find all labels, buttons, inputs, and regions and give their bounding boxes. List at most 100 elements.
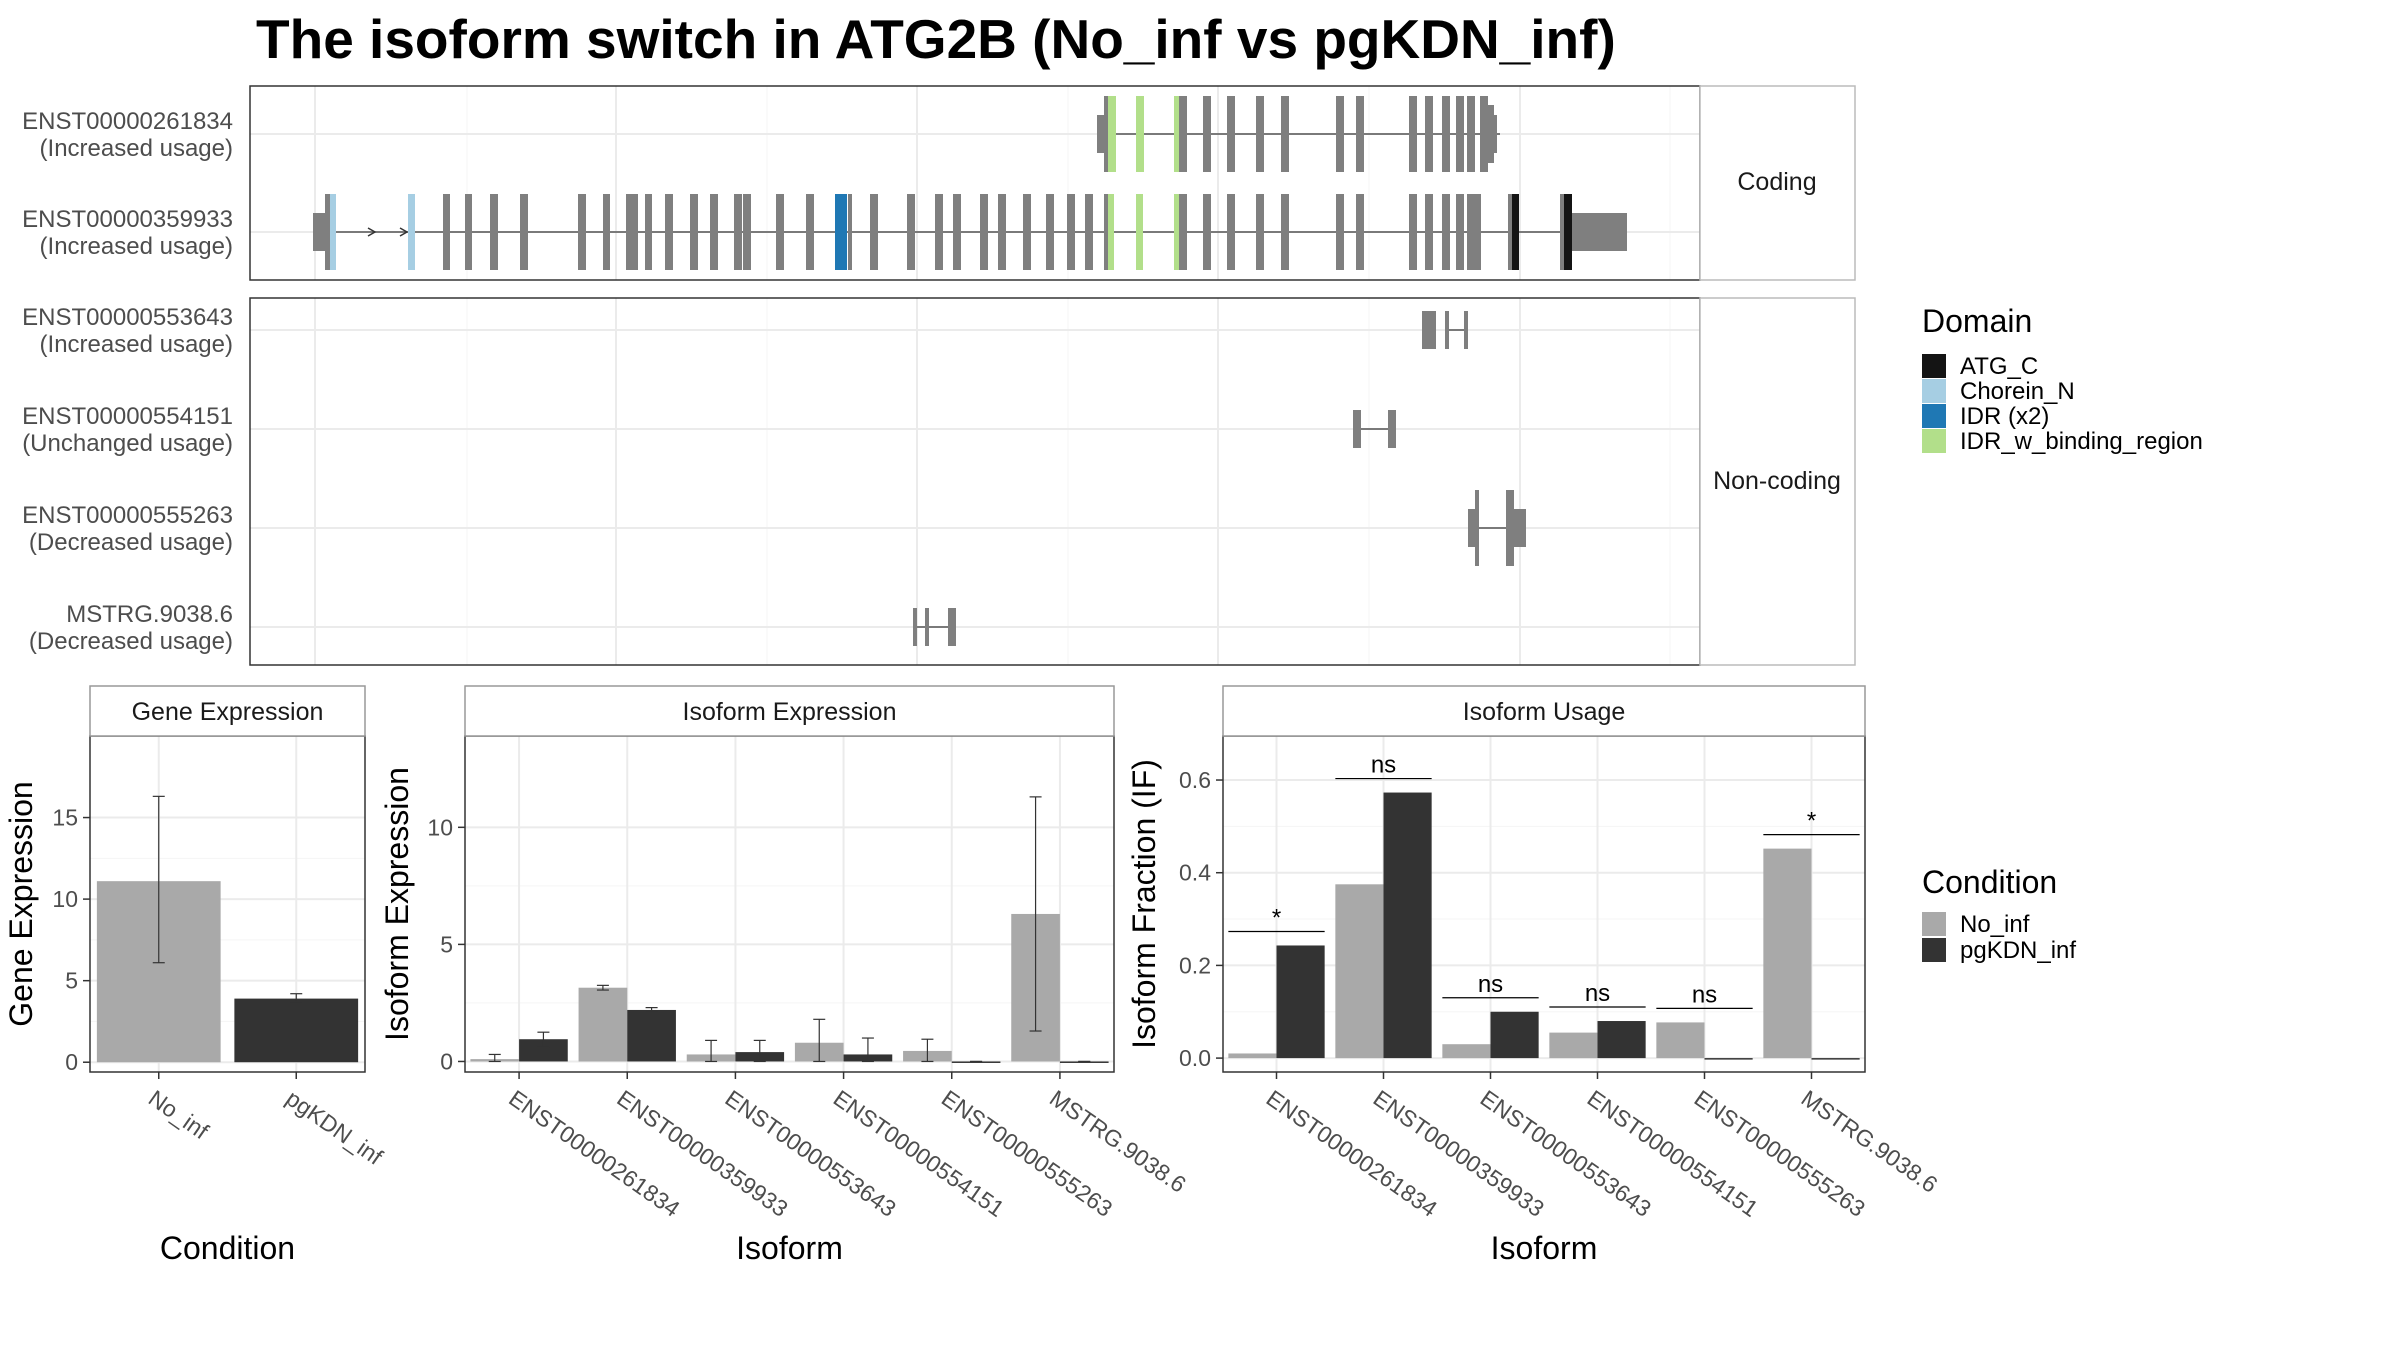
exon	[1108, 194, 1114, 270]
exon	[1467, 194, 1481, 270]
transcript-label: ENST00000359933	[22, 206, 233, 233]
exon	[1508, 194, 1512, 270]
y-tick-label: 10	[52, 886, 78, 912]
exon	[953, 194, 961, 270]
exon	[603, 194, 610, 270]
exon	[734, 194, 742, 270]
x-tick-label: ENST00000261834	[1262, 1085, 1443, 1222]
exon	[806, 194, 814, 270]
domain-legend-swatch	[1922, 404, 1946, 428]
exon	[1203, 96, 1211, 172]
bar	[578, 987, 628, 1062]
exon	[1456, 194, 1464, 270]
exon	[1475, 490, 1479, 566]
exon	[313, 213, 325, 251]
bar	[1059, 1061, 1109, 1063]
exon	[1442, 194, 1450, 270]
panel-strip	[89, 685, 366, 737]
significance-label: *	[1272, 904, 1281, 931]
bar	[1763, 848, 1812, 1059]
exon	[490, 194, 498, 270]
significance-label: ns	[1478, 971, 1503, 998]
domain-legend-swatch	[1922, 429, 1946, 453]
y-tick-label: 15	[52, 805, 78, 831]
bar	[1383, 792, 1432, 1059]
exon	[998, 194, 1006, 270]
exon	[465, 194, 472, 270]
exon	[1445, 311, 1449, 349]
y-axis-title: Isoform Expression	[379, 767, 415, 1041]
transcript-label: ENST00000261834	[22, 108, 233, 135]
exon	[408, 194, 415, 270]
y-tick-label: 0.4	[1179, 860, 1211, 886]
bar	[1490, 1011, 1539, 1059]
exon	[1203, 194, 1211, 270]
bar	[1442, 1044, 1491, 1059]
exon	[1572, 213, 1627, 251]
plot-background	[1223, 736, 1865, 1072]
exon	[1464, 311, 1468, 349]
x-tick-label: ENST00000359933	[1369, 1085, 1549, 1222]
y-tick-label: 5	[65, 968, 78, 994]
exon	[330, 194, 336, 270]
x-tick-label: ENST00000554151	[1583, 1085, 1763, 1222]
condition-legend-title: Condition	[1922, 864, 2057, 900]
domain-legend-label: Chorein_N	[1960, 378, 2075, 405]
x-axis-title: Condition	[160, 1230, 295, 1266]
exon	[1136, 194, 1143, 270]
condition-legend-label: No_inf	[1960, 911, 2030, 938]
exon	[1356, 194, 1364, 270]
exon	[1512, 194, 1519, 270]
bar	[1704, 1058, 1753, 1060]
y-axis-title: Gene Expression	[3, 781, 39, 1026]
exon	[1506, 490, 1514, 566]
y-tick-label: 0.2	[1179, 952, 1211, 978]
y-tick-label: 0.6	[1179, 767, 1211, 793]
significance-label: ns	[1371, 752, 1396, 779]
exon	[1023, 194, 1031, 270]
transcript-label: ENST00000553643	[22, 304, 233, 331]
strip-coding: Coding	[1737, 168, 1816, 196]
domain-legend-label: IDR (x2)	[1960, 403, 2049, 430]
x-tick-label: No_inf	[144, 1085, 214, 1145]
panel-strip	[464, 685, 1115, 737]
domain-legend-title: Domain	[1922, 303, 2032, 339]
bar	[519, 1039, 568, 1062]
exon	[1174, 96, 1182, 172]
exon	[1256, 96, 1264, 172]
structure-strip	[1699, 297, 1856, 666]
exon	[665, 194, 673, 270]
exon	[1493, 115, 1497, 153]
exon	[1179, 194, 1187, 270]
exon	[870, 194, 878, 270]
exon	[1488, 105, 1494, 163]
exon	[710, 194, 718, 270]
domain-legend-swatch	[1922, 354, 1946, 378]
exon	[1281, 194, 1289, 270]
exon	[1467, 96, 1475, 172]
x-tick-label: ENST00000553643	[1476, 1085, 1656, 1222]
y-tick-label: 5	[440, 931, 453, 957]
condition-legend-label: pgKDN_inf	[1960, 937, 2076, 964]
exon	[948, 608, 956, 646]
bar	[1335, 884, 1384, 1059]
bar	[1549, 1032, 1598, 1059]
exon	[626, 194, 638, 270]
exon	[835, 194, 847, 270]
exon	[1067, 194, 1075, 270]
transcript-usage-label: (Decreased usage)	[29, 628, 233, 655]
transcript-usage-label: (Unchanged usage)	[22, 430, 233, 457]
x-axis-title: Isoform	[1491, 1230, 1598, 1266]
y-axis-title: Isoform Fraction (IF)	[1126, 759, 1162, 1049]
exon	[1388, 410, 1396, 448]
exon	[645, 194, 652, 270]
isoform-expression-panel: Isoform Expression0510ENST00000261834ENS…	[379, 685, 1191, 1266]
panel-title: Isoform Expression	[683, 698, 897, 726]
exon	[980, 194, 988, 270]
figure-title: The isoform switch in ATG2B (No_inf vs p…	[256, 8, 1616, 70]
exon	[1422, 311, 1436, 349]
exon	[743, 194, 751, 270]
exon	[1356, 96, 1364, 172]
bar	[1656, 1022, 1705, 1059]
